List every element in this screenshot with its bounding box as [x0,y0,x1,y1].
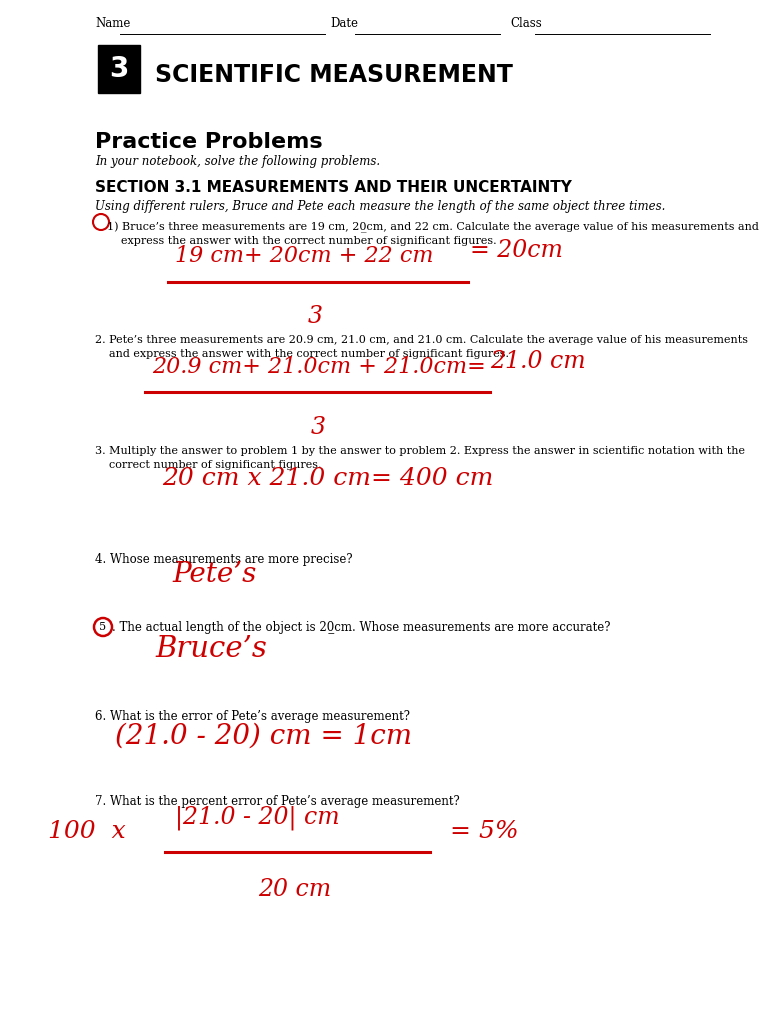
Text: 5: 5 [99,622,107,632]
Text: 7. What is the percent error of Pete’s average measurement?: 7. What is the percent error of Pete’s a… [95,795,460,808]
Text: and express the answer with the correct number of significant figures.: and express the answer with the correct … [95,349,509,359]
Text: express the answer with the correct number of significant figures.: express the answer with the correct numb… [107,236,497,246]
Text: Pete’s: Pete’s [172,561,257,588]
Text: 1) Bruce’s three measurements are 19 cm, 20̲cm, and 22 cm. Calculate the average: 1) Bruce’s three measurements are 19 cm,… [107,222,759,233]
Text: 100  x: 100 x [48,820,126,843]
Text: Practice Problems: Practice Problems [95,132,323,152]
Text: (21.0 - 20) cm = 1cm: (21.0 - 20) cm = 1cm [115,723,412,750]
Text: Name: Name [95,17,131,30]
Text: = 20cm: = 20cm [470,239,563,262]
Text: 3: 3 [310,416,326,439]
Text: 2. Pete’s three measurements are 20.9 cm, 21.0 cm, and 21.0 cm. Calculate the av: 2. Pete’s three measurements are 20.9 cm… [95,335,748,345]
Text: 3. Multiply the answer to problem 1 by the answer to problem 2. Express the answ: 3. Multiply the answer to problem 1 by t… [95,446,745,456]
Text: In your notebook, solve the following problems.: In your notebook, solve the following pr… [95,155,380,168]
Text: 3: 3 [109,55,129,83]
Text: 19 cm+ 20cm + 22 cm: 19 cm+ 20cm + 22 cm [175,245,433,267]
Text: 20.9 cm+ 21.0cm + 21.0cm=: 20.9 cm+ 21.0cm + 21.0cm= [152,356,485,378]
Text: correct number of significant figures.: correct number of significant figures. [95,460,322,470]
FancyBboxPatch shape [98,45,140,93]
Text: 20 cm x 21.0 cm= 400 cm: 20 cm x 21.0 cm= 400 cm [162,467,493,490]
Text: 4. Whose measurements are more precise?: 4. Whose measurements are more precise? [95,553,353,566]
Text: Date: Date [330,17,358,30]
Text: 20 cm: 20 cm [259,878,332,901]
Text: = 5%: = 5% [450,820,518,843]
Text: 6. What is the error of Pete’s average measurement?: 6. What is the error of Pete’s average m… [95,710,410,723]
Text: . The actual length of the object is 20̲cm. Whose measurements are more accurate: . The actual length of the object is 20̲… [112,621,611,634]
Text: 21.0 cm: 21.0 cm [490,350,586,373]
Text: SCIENTIFIC MEASUREMENT: SCIENTIFIC MEASUREMENT [155,63,513,87]
Text: 3: 3 [307,305,323,328]
Text: |21.0 - 20| cm: |21.0 - 20| cm [175,806,339,830]
Text: Class: Class [510,17,541,30]
Text: Bruce’s: Bruce’s [155,635,266,663]
Text: SECTION 3.1 MEASUREMENTS AND THEIR UNCERTAINTY: SECTION 3.1 MEASUREMENTS AND THEIR UNCER… [95,180,572,195]
Text: Using different rulers, Bruce and Pete each measure the length of the same objec: Using different rulers, Bruce and Pete e… [95,200,665,213]
